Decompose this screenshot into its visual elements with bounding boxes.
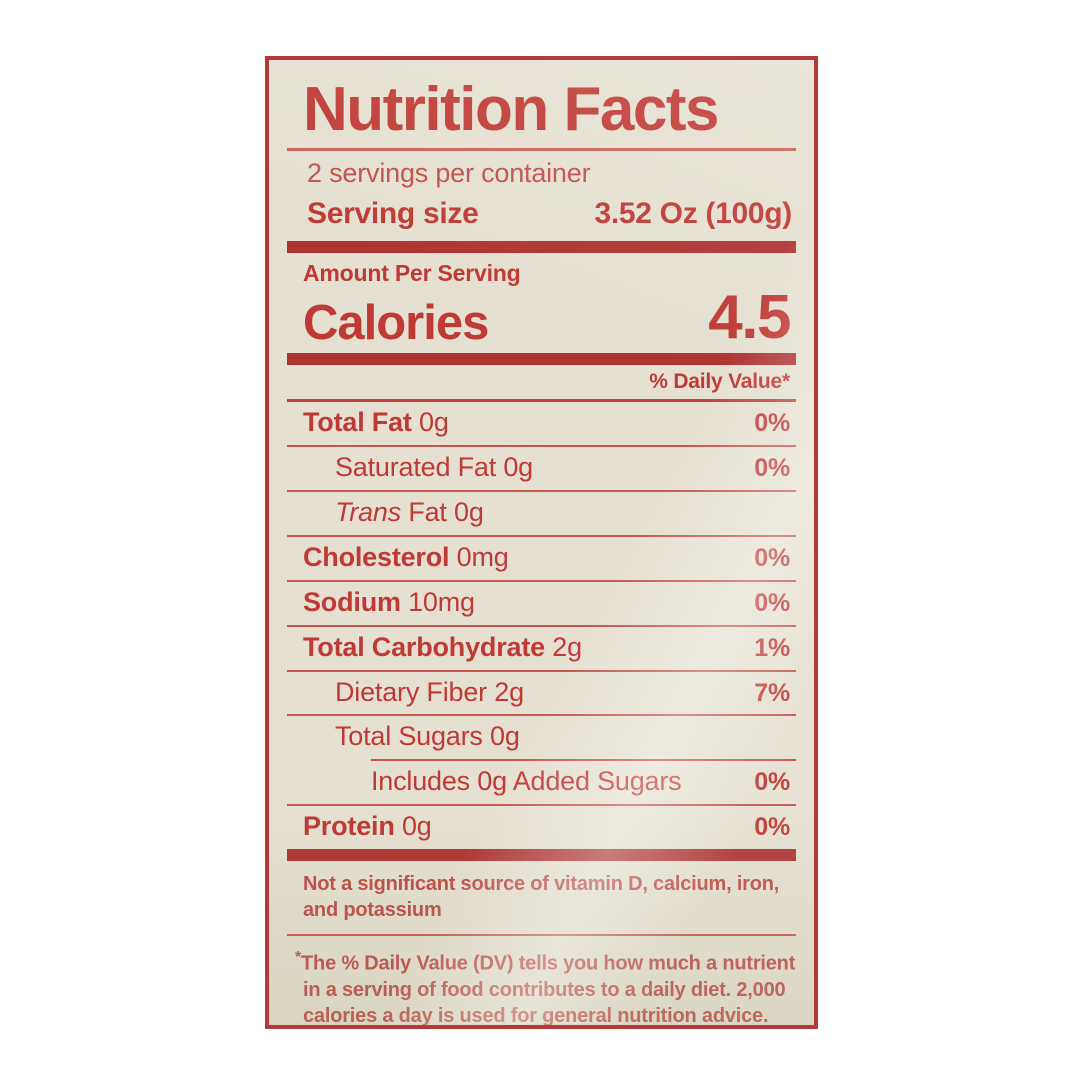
table-row: Cholesterol 0mg 0% <box>287 537 796 580</box>
row-divider <box>287 445 796 448</box>
separator-bar-footnotes <box>287 849 796 862</box>
table-row: Total Fat 0g 0% <box>287 402 796 445</box>
nutrient-name-total-fat: Total Fat 0g <box>303 407 449 438</box>
nutrient-pct-total-fat: 0% <box>754 409 790 438</box>
footnote-daily-value-text: The % Daily Value (DV) tells you how muc… <box>301 952 796 1028</box>
nutrient-pct-total-carbohydrate: 1% <box>754 633 790 662</box>
calories-label: Calories <box>303 296 489 351</box>
nutrient-pct-cholesterol: 0% <box>754 544 790 573</box>
nutrient-name-dietary-fiber: Dietary Fiber 2g <box>335 676 524 707</box>
row-divider <box>287 579 796 582</box>
nutrient-pct-protein: 0% <box>754 813 790 842</box>
table-row: Protein 0g 0% <box>287 806 796 849</box>
serving-size-value: 3.52 Oz (100g) <box>594 197 792 231</box>
row-divider <box>287 804 796 807</box>
page-title: Nutrition Facts <box>303 75 719 144</box>
nutrient-name-saturated-fat: Saturated Fat 0g <box>335 452 533 483</box>
nutrient-name-total-carbohydrate: Total Carbohydrate 2g <box>303 631 582 662</box>
servings-per-container: 2 servings per container <box>307 158 591 189</box>
footnote-vitamins: Not a significant source of vitamin D, c… <box>303 873 780 922</box>
row-divider <box>287 490 796 493</box>
nutrient-name-cholesterol: Cholesterol 0mg <box>303 542 509 573</box>
table-row: Total Carbohydrate 2g 1% <box>287 627 796 670</box>
title-underline <box>287 148 796 152</box>
row-divider-inset <box>371 759 796 762</box>
nutrient-name-protein: Protein 0g <box>303 811 432 842</box>
table-row: Trans Fat 0g <box>287 492 796 535</box>
daily-value-header: % Daily Value* <box>649 370 790 394</box>
amount-per-serving-label: Amount Per Serving <box>303 260 521 287</box>
row-divider <box>287 624 796 627</box>
nutrition-facts-panel: Nutrition Facts 2 servings per container… <box>265 56 818 1029</box>
calories-row: Calories 4.5 <box>287 287 796 353</box>
calories-value: 4.5 <box>708 283 791 353</box>
nutrient-pct-sodium: 0% <box>754 588 790 617</box>
nutrient-pct-added-sugars: 0% <box>754 768 790 797</box>
serving-size-label: Serving size <box>307 197 479 231</box>
row-divider <box>287 669 796 672</box>
serving-size-row: Serving size 3.52 Oz (100g) <box>287 191 796 241</box>
footnote-daily-value: *The % Daily Value (DV) tells you how mu… <box>287 936 796 1028</box>
row-divider <box>287 535 796 538</box>
nutrient-name-trans-fat: Trans Fat 0g <box>335 497 484 528</box>
footnote-divider <box>287 933 796 936</box>
table-row: Dietary Fiber 2g 7% <box>287 672 796 715</box>
row-divider <box>287 714 796 717</box>
separator-bar-calories <box>287 241 796 254</box>
table-row: Includes 0g Added Sugars 0% <box>287 761 796 804</box>
nutrient-name-total-sugars: Total Sugars 0g <box>335 721 520 752</box>
nutrient-name-added-sugars: Includes 0g Added Sugars <box>371 766 682 797</box>
rule-above-total-fat <box>287 399 796 403</box>
table-row: Sodium 10mg 0% <box>287 582 796 625</box>
nutrient-name-sodium: Sodium 10mg <box>303 586 475 617</box>
footnote-asterisk: * <box>295 948 302 966</box>
table-row: Total Sugars 0g <box>287 716 796 759</box>
nutrient-pct-saturated-fat: 0% <box>754 454 790 483</box>
separator-bar-daily-value <box>287 353 796 366</box>
table-row: Saturated Fat 0g 0% <box>287 447 796 490</box>
nutrient-pct-dietary-fiber: 7% <box>754 678 790 707</box>
